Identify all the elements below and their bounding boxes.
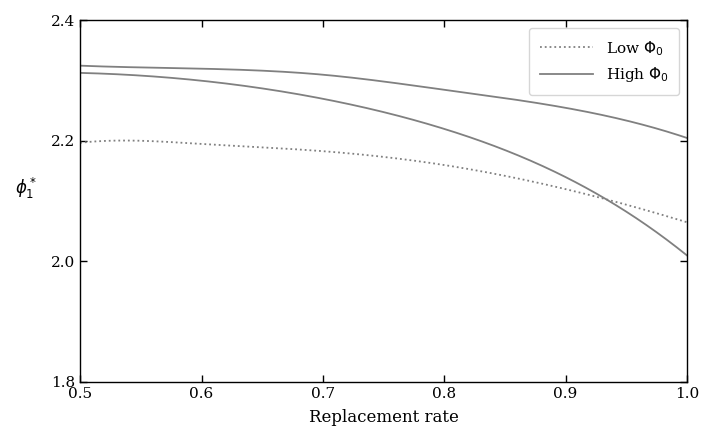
Legend: Low $\Phi_0$, High $\Phi_0$: Low $\Phi_0$, High $\Phi_0$ (529, 28, 679, 95)
Y-axis label: $\phi_1^*$: $\phi_1^*$ (15, 176, 37, 201)
X-axis label: Replacement rate: Replacement rate (308, 409, 458, 426)
